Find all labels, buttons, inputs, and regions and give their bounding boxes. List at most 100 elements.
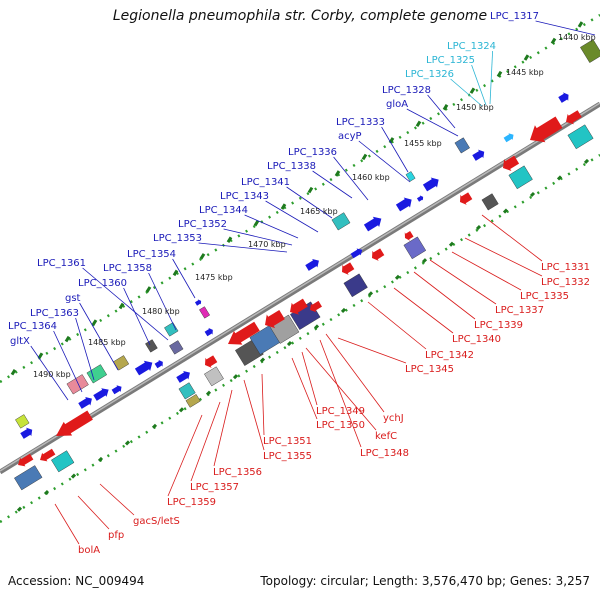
gene-arrow-reverse xyxy=(18,453,34,467)
gene-feature xyxy=(204,366,224,387)
gene-leader-line xyxy=(333,156,369,201)
kbp-tick-label: 1480 kbp xyxy=(142,307,180,316)
gene-leader-line xyxy=(148,272,177,331)
gene-arrow-reverse xyxy=(228,321,260,345)
gene-box xyxy=(185,394,201,408)
gene-label-reverse: LPC_1345 xyxy=(405,364,454,375)
gene-feature xyxy=(228,321,260,345)
gene-box xyxy=(204,366,224,387)
genome-backbone xyxy=(0,101,600,475)
gene-label-reverse: LPC_1359 xyxy=(167,497,216,508)
map-title: Legionella pneumophila str. Corby, compl… xyxy=(112,8,488,24)
gene-label-reverse: LPC_1331 xyxy=(541,262,590,273)
gene-feature xyxy=(472,149,485,161)
tick-mark xyxy=(226,236,233,243)
gene-label-forward: LPC_1328 xyxy=(382,85,431,96)
gene-box xyxy=(405,171,416,182)
gene-feature xyxy=(204,327,213,337)
gene-feature xyxy=(18,453,34,467)
gene-arrow-forward xyxy=(111,385,122,395)
gene-box xyxy=(15,414,30,429)
gene-label-reverse: LPC_1351 xyxy=(263,436,312,447)
gene-box xyxy=(343,273,368,298)
gene-leader-line xyxy=(172,258,196,299)
tick-mark xyxy=(448,241,455,247)
tick-mark xyxy=(550,37,557,45)
kbp-tick-label: 1455 kbp xyxy=(404,139,442,148)
tick-mark xyxy=(421,258,428,264)
gene-leader-line xyxy=(381,126,409,173)
gene-feature xyxy=(14,465,43,491)
tick-mark xyxy=(442,104,449,111)
genome-summary: Topology: circular; Length: 3,576,470 bp… xyxy=(260,574,590,588)
gene-label-forward: LPC_1324 xyxy=(447,41,496,52)
gene-leader-line xyxy=(53,330,83,393)
gene-feature xyxy=(51,450,75,473)
gene-arrow-forward xyxy=(305,258,319,271)
gene-label-forward: LPC_1354 xyxy=(127,249,176,260)
gene-feature xyxy=(205,355,218,368)
gene-label-reverse: ychJ xyxy=(383,413,404,424)
gene-leader-line xyxy=(301,351,318,406)
gene-label-forward: LPC_1317 xyxy=(490,11,539,22)
gene-leader-line xyxy=(30,345,69,401)
tick-mark xyxy=(280,203,287,210)
gene-label-reverse: LPC_1340 xyxy=(452,334,501,345)
gene-label-reverse: pfp xyxy=(108,530,124,541)
gene-feature xyxy=(176,370,190,383)
kbp-tick-label: 1465 kbp xyxy=(300,207,338,216)
gene-label-forward: LPC_1344 xyxy=(199,205,248,216)
gene-label-reverse: LPC_1357 xyxy=(190,482,239,493)
gene-label-reverse: LPC_1342 xyxy=(425,350,474,361)
tick-mark xyxy=(124,440,131,446)
gene-leader-line xyxy=(77,495,110,530)
kbp-tick-label: 1490 kbp xyxy=(33,370,71,379)
gene-leader-line xyxy=(223,228,293,246)
gene-label-forward: LPC_1343 xyxy=(220,191,269,202)
gene-leader-line xyxy=(489,50,493,105)
gene-leader-line xyxy=(305,347,377,431)
gene-leader-line xyxy=(213,389,233,467)
gene-feature xyxy=(363,216,382,232)
gene-label-forward: LPC_1352 xyxy=(178,219,227,230)
gene-box xyxy=(580,39,600,63)
tick-mark xyxy=(10,369,17,376)
gene-arrow-forward xyxy=(78,396,92,409)
tick-mark xyxy=(91,319,98,326)
gene-box xyxy=(113,355,130,371)
gene-leader-line xyxy=(406,108,459,137)
tick-mark xyxy=(475,225,482,231)
gene-label-reverse: LPC_1355 xyxy=(263,451,312,462)
gene-feature xyxy=(305,258,319,271)
gene-leader-line xyxy=(367,301,427,350)
tick-mark xyxy=(577,21,584,28)
gene-arrow-reverse xyxy=(460,192,473,205)
gene-leader-line xyxy=(99,483,135,516)
gene-feature xyxy=(15,414,30,429)
gene-arrow-forward xyxy=(395,197,412,212)
gene-leader-line xyxy=(337,337,407,364)
tick-mark xyxy=(145,286,152,293)
gene-leader-line xyxy=(54,503,80,545)
gene-feature xyxy=(503,133,514,143)
gene-arrow-forward xyxy=(204,327,213,337)
kbp-tick-label: 1460 kbp xyxy=(352,173,390,182)
gene-box xyxy=(199,306,211,319)
gene-arrow-reverse xyxy=(530,116,563,143)
gene-feature xyxy=(185,394,201,408)
tick-mark xyxy=(205,390,212,396)
gene-leader-line xyxy=(358,140,411,183)
gene-label-reverse: LPC_1348 xyxy=(360,448,409,459)
tick-mark xyxy=(583,158,590,164)
gene-arrow-reverse xyxy=(404,230,414,241)
tick-mark xyxy=(70,473,77,479)
gene-feature xyxy=(395,197,412,212)
gene-feature xyxy=(460,192,473,205)
gene-feature xyxy=(331,212,351,231)
gene-leader-line xyxy=(261,373,265,436)
gene-feature xyxy=(93,388,109,401)
gene-label-forward: LPC_1363 xyxy=(30,308,79,319)
gene-arrow-reverse xyxy=(56,410,93,436)
gene-feature xyxy=(154,359,163,369)
